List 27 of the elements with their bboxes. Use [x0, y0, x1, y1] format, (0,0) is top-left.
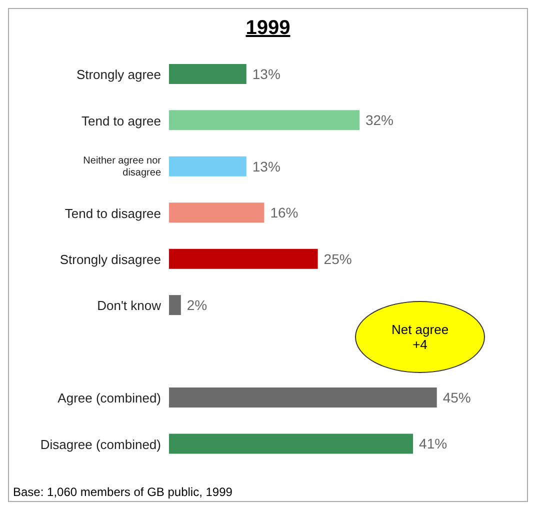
bar	[169, 110, 360, 130]
bar	[169, 434, 414, 454]
data-label: 13%	[252, 66, 280, 82]
y-tick-label: Agree (combined)	[58, 390, 161, 406]
y-tick-label: Disagree (combined)	[40, 436, 161, 452]
text: Base: 1,060 members of GB public, 1999	[13, 485, 232, 499]
data-label: 41%	[419, 436, 448, 452]
y-tick-label: Neither agree nor disagree	[83, 155, 162, 178]
callout-ellipse: Net agree +4	[355, 301, 485, 373]
y-tick-label: Tend to agree	[81, 112, 161, 128]
bar	[169, 248, 318, 269]
data-label: 45%	[442, 390, 471, 406]
data-label: 16%	[270, 204, 298, 221]
y-tick-label: Don't know	[97, 298, 162, 313]
bar	[169, 156, 246, 176]
bar	[169, 388, 437, 408]
bar	[169, 295, 181, 316]
chart-title: 1999	[244, 17, 292, 41]
bar	[169, 202, 264, 223]
bar	[169, 64, 246, 84]
y-tick-label: Tend to disagree	[64, 205, 161, 220]
y-tick-label: Strongly disagree	[60, 252, 161, 266]
data-label: 32%	[365, 112, 394, 128]
data-label: 13%	[252, 158, 280, 174]
data-label: 2%	[186, 297, 208, 314]
y-tick-label: Strongly agree	[76, 66, 161, 82]
data-label: 25%	[324, 250, 352, 267]
